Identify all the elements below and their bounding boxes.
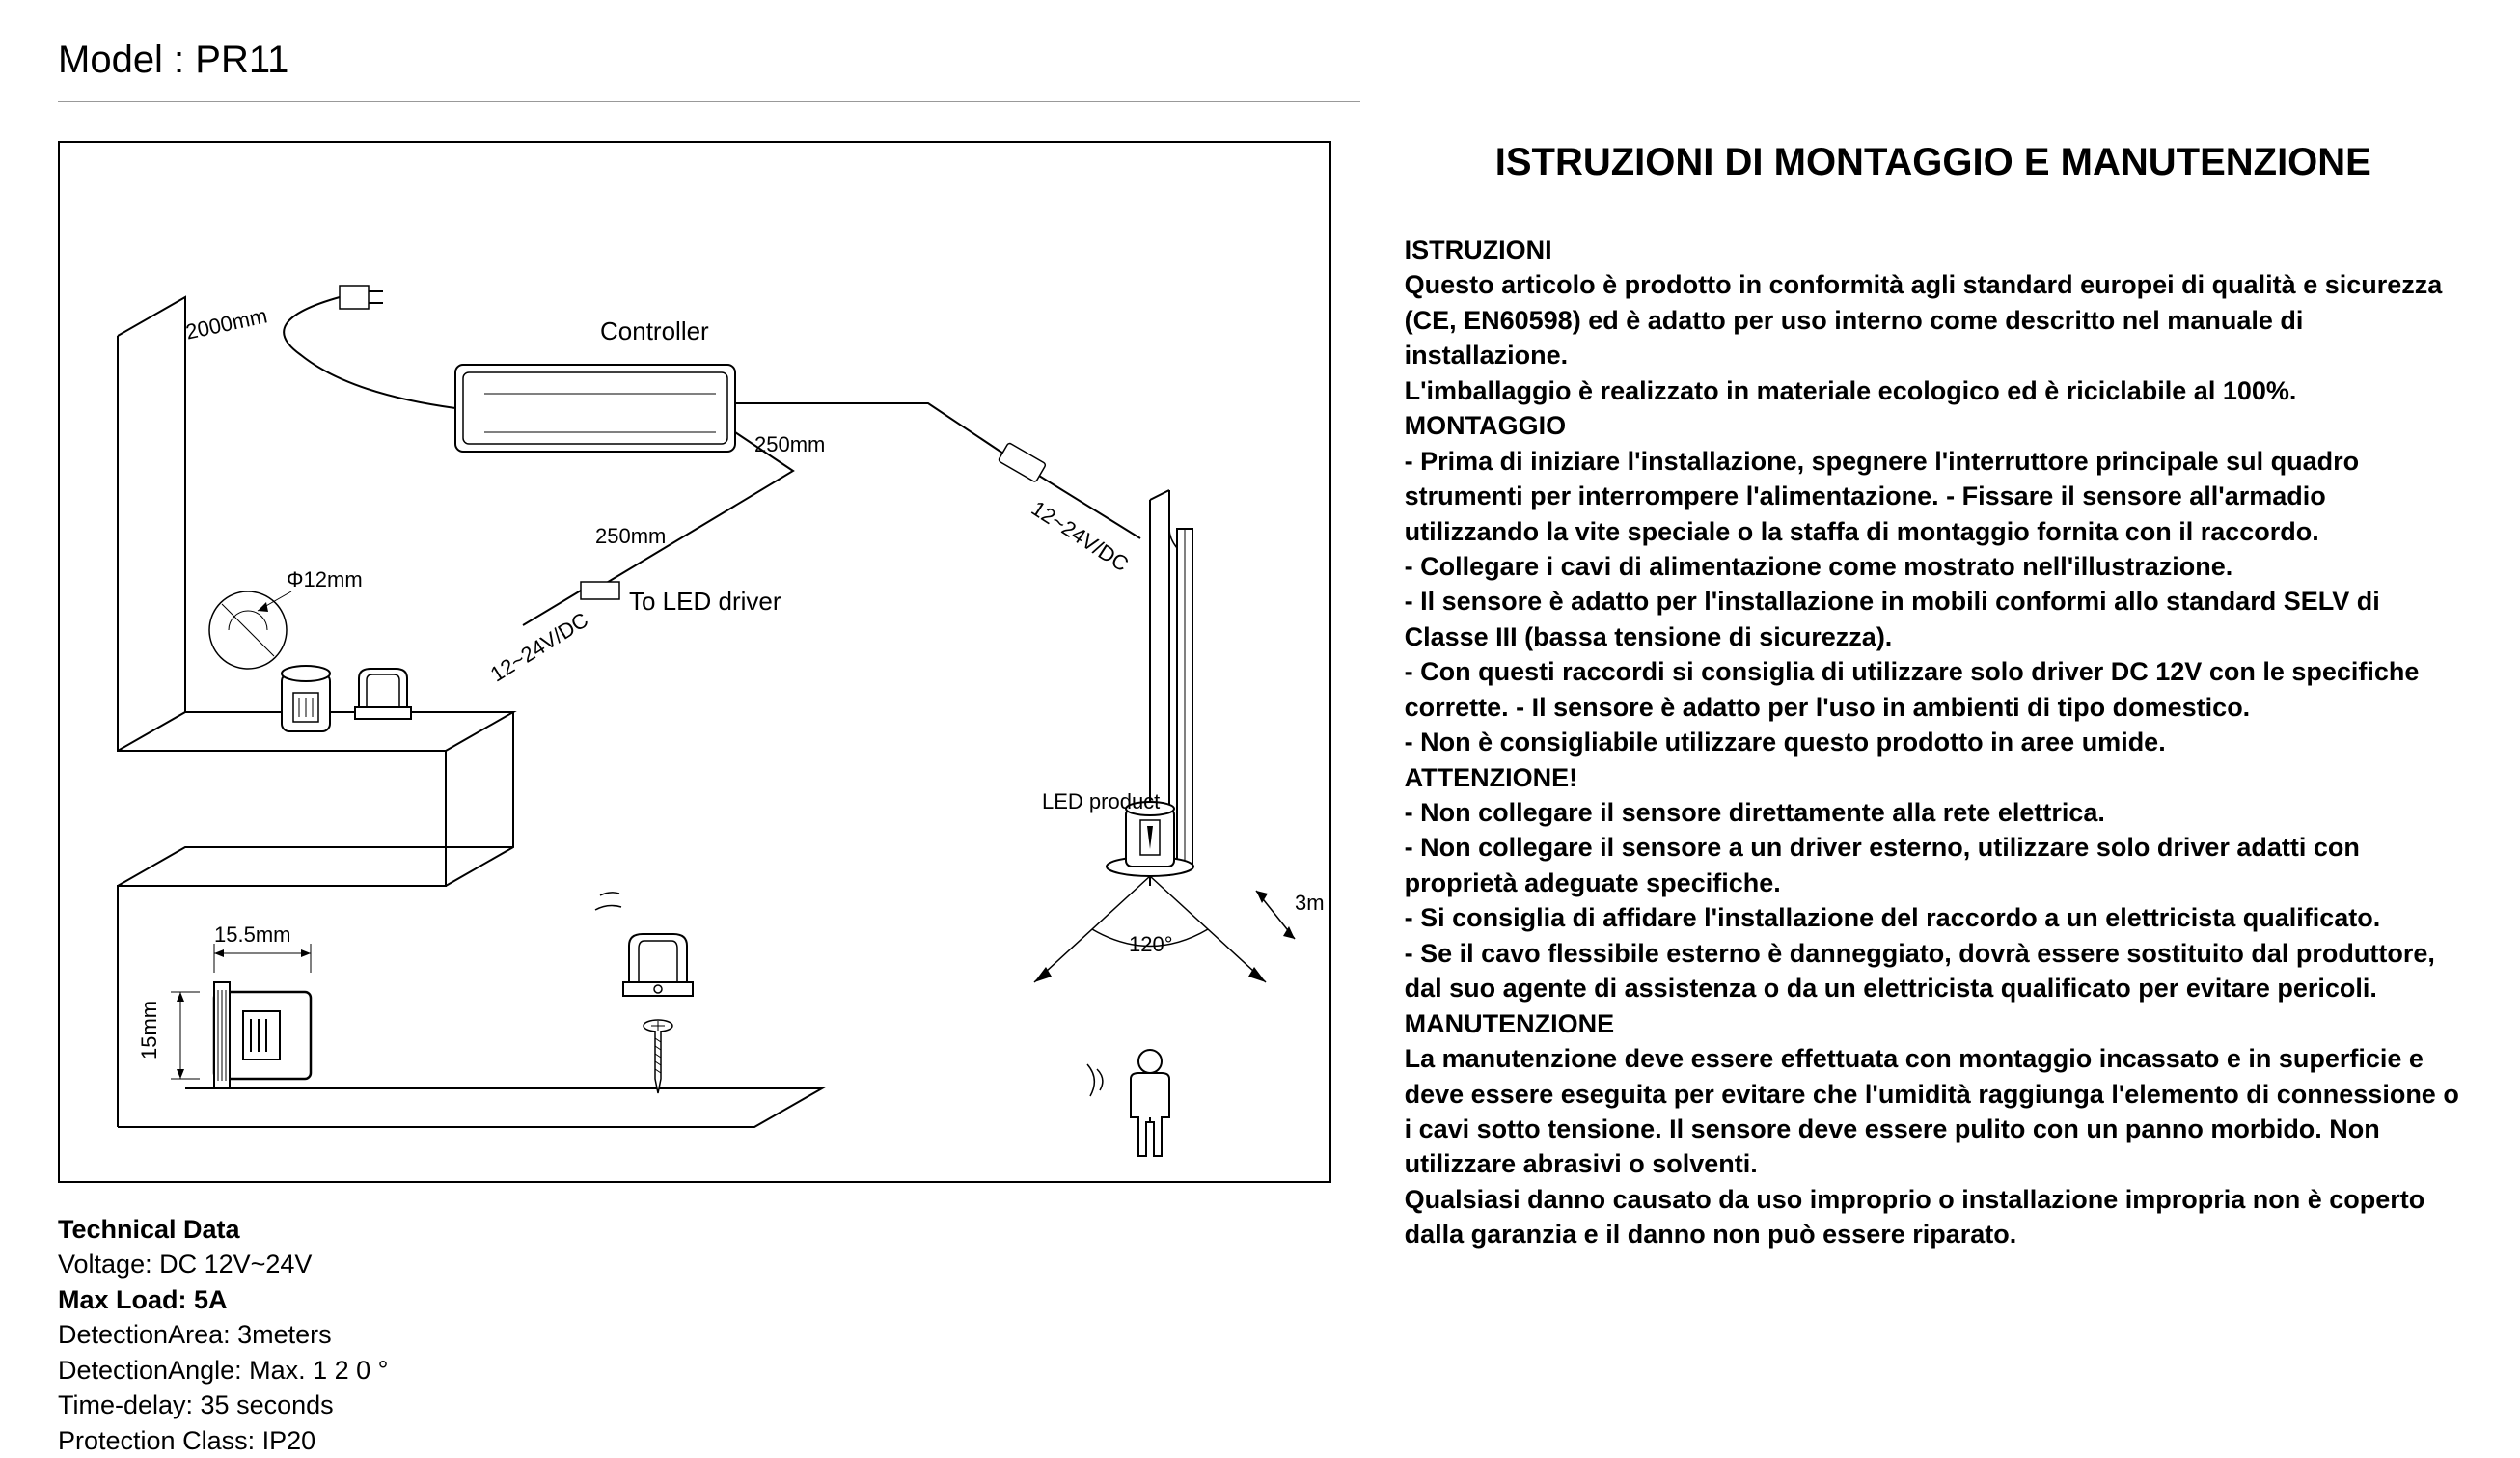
p-attenzione-4: - Se il cavo flessibile esterno è danneg… xyxy=(1405,936,2462,1006)
label-h15: 15mm xyxy=(137,1001,162,1059)
label-controller: Controller xyxy=(600,316,709,346)
label-led-product: LED product xyxy=(1042,789,1160,814)
p-montaggio-4: - Con questi raccordi si consiglia di ut… xyxy=(1405,654,2462,725)
p-attenzione-1: - Non collegare il sensore direttamente … xyxy=(1405,795,2462,830)
p-montaggio-1: - Prima di iniziare l'installazione, spe… xyxy=(1405,444,2462,549)
left-column: Controller 2000mm 250mm 250mm To LED dri… xyxy=(58,141,1347,1458)
instructions-title: ISTRUZIONI DI MONTAGGIO E MANUTENZIONE xyxy=(1405,141,2462,184)
label-250a: 250mm xyxy=(754,432,825,457)
tech-area: DetectionArea: 3meters xyxy=(58,1317,1347,1352)
p-montaggio-5: - Non è consigliabile utilizzare questo … xyxy=(1405,725,2462,759)
tech-heading: Technical Data xyxy=(58,1212,1347,1247)
label-angle120: 120° xyxy=(1129,932,1173,957)
right-column: ISTRUZIONI DI MONTAGGIO E MANUTENZIONE I… xyxy=(1405,141,2462,1458)
model-header: Model : PR11 xyxy=(58,39,2462,101)
tech-voltage: Voltage: DC 12V~24V xyxy=(58,1247,1347,1281)
divider xyxy=(58,101,1360,102)
label-to-led: To LED driver xyxy=(629,587,781,617)
p-montaggio-2: - Collegare i cavi di alimentazione come… xyxy=(1405,549,2462,584)
tech-delay: Time-delay: 35 seconds xyxy=(58,1388,1347,1422)
tech-angle: DetectionAngle: Max. 1 2 0 ° xyxy=(58,1353,1347,1388)
label-w155: 15.5mm xyxy=(214,922,290,948)
p-istruzioni-2: L'imballaggio è realizzato in materiale … xyxy=(1405,373,2462,408)
p-montaggio-3: - Il sensore è adatto per l'installazion… xyxy=(1405,584,2462,654)
h-attenzione: ATTENZIONE! xyxy=(1405,760,2462,795)
tech-protection: Protection Class: IP20 xyxy=(58,1423,1347,1458)
h-manutenzione: MANUTENZIONE xyxy=(1405,1006,2462,1041)
p-attenzione-3: - Si consiglia di affidare l'installazio… xyxy=(1405,900,2462,935)
label-3m: 3m xyxy=(1295,891,1325,916)
p-attenzione-2: - Non collegare il sensore a un driver e… xyxy=(1405,830,2462,900)
p-manutenzione-1: La manutenzione deve essere effettuata c… xyxy=(1405,1041,2462,1182)
p-istruzioni-1: Questo articolo è prodotto in conformità… xyxy=(1405,267,2462,372)
technical-data: Technical Data Voltage: DC 12V~24V Max L… xyxy=(58,1212,1347,1458)
h-istruzioni: ISTRUZIONI xyxy=(1405,233,2462,267)
label-250b: 250mm xyxy=(595,524,666,549)
tech-maxload: Max Load: 5A xyxy=(58,1282,1347,1317)
diagram-box: Controller 2000mm 250mm 250mm To LED dri… xyxy=(58,141,1331,1183)
content-row: Controller 2000mm 250mm 250mm To LED dri… xyxy=(58,141,2462,1458)
diagram-svg xyxy=(60,143,1329,1181)
label-phi12: Φ12mm xyxy=(287,567,363,592)
h-montaggio: MONTAGGIO xyxy=(1405,408,2462,443)
instructions-body: ISTRUZIONI Questo articolo è prodotto in… xyxy=(1405,233,2462,1252)
p-manutenzione-2: Qualsiasi danno causato da uso improprio… xyxy=(1405,1182,2462,1252)
